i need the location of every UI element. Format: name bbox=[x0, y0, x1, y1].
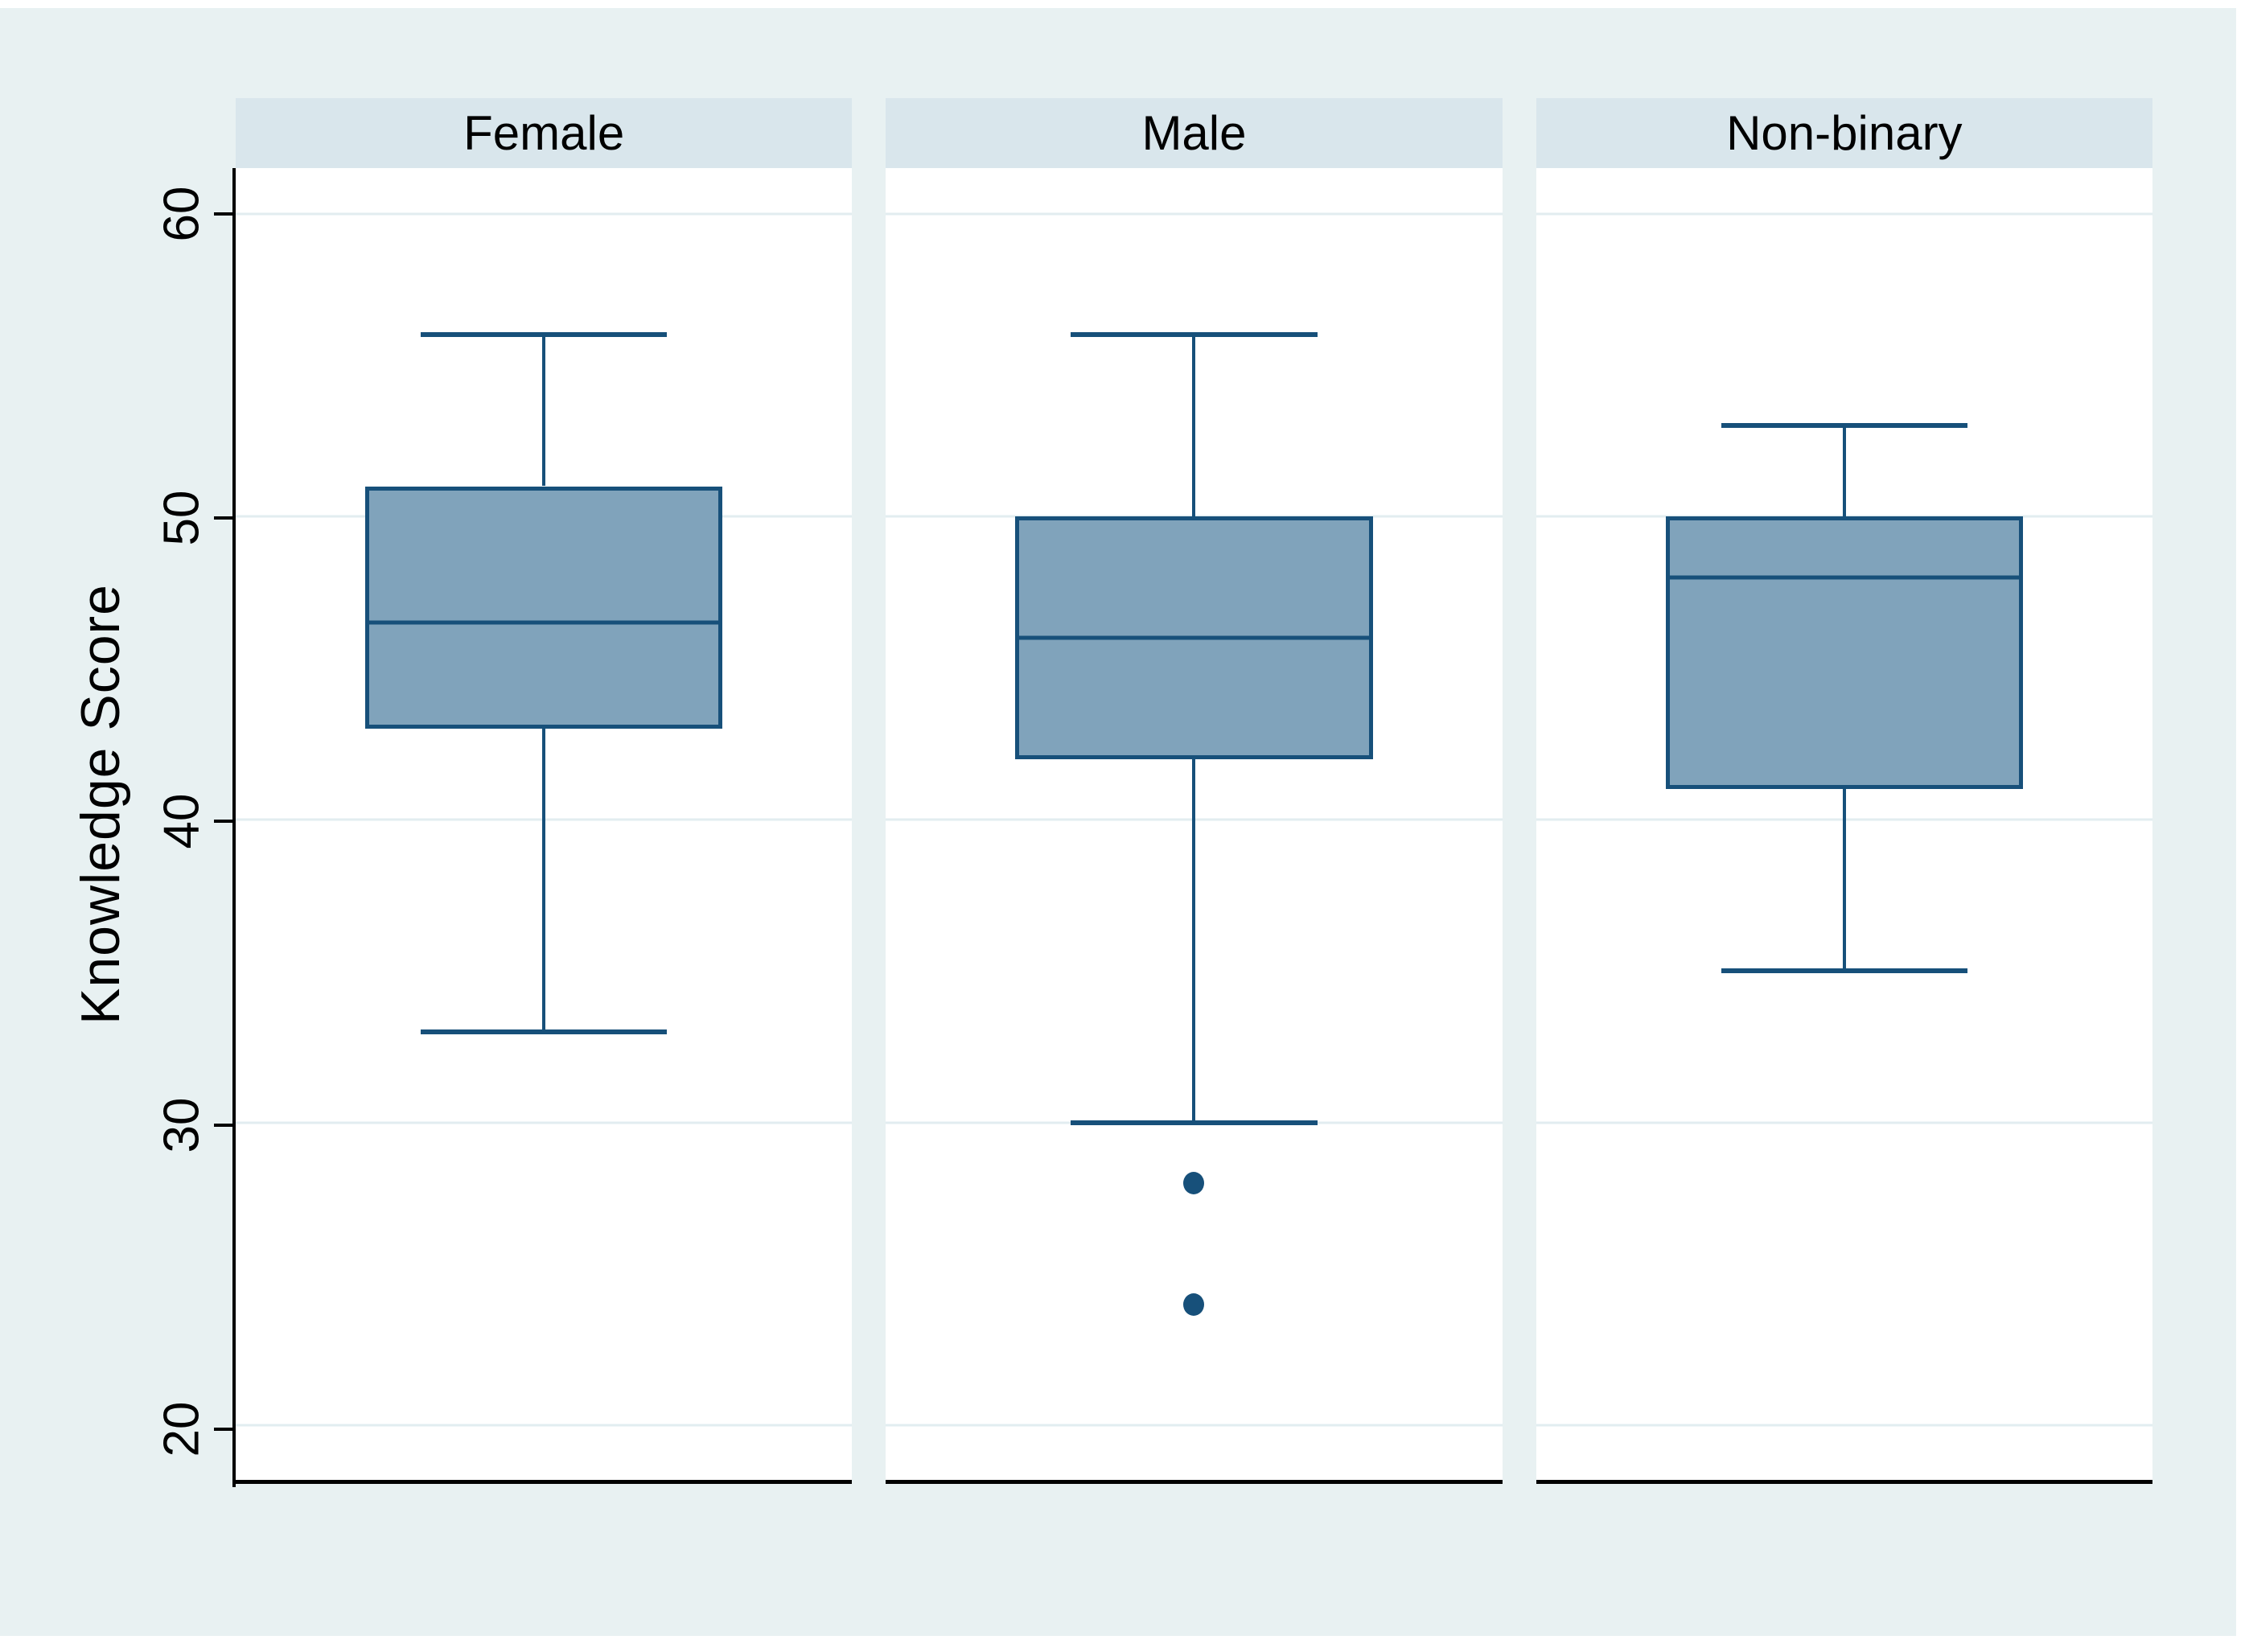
panel-header-male: Male bbox=[886, 98, 1503, 168]
iqr-box bbox=[364, 486, 723, 729]
upper-whisker-cap bbox=[1071, 332, 1318, 338]
y-tick-mark bbox=[214, 1124, 233, 1128]
gridline bbox=[236, 1424, 853, 1427]
gridline bbox=[1536, 1424, 2152, 1427]
upper-whisker-cap bbox=[420, 332, 668, 338]
y-tick-label: 40 bbox=[154, 793, 210, 849]
median-line bbox=[364, 620, 723, 625]
median-line bbox=[1015, 635, 1373, 640]
y-tick-label: 50 bbox=[154, 490, 210, 545]
lower-whisker-line bbox=[1192, 758, 1196, 1123]
y-tick-label: 60 bbox=[154, 186, 210, 242]
plot-area-male bbox=[886, 168, 1503, 1484]
panel-row: Female Male Non-binary bbox=[236, 98, 2152, 1484]
y-axis-line bbox=[232, 168, 236, 1487]
y-axis-ticks: 20 30 40 50 60 bbox=[0, 168, 235, 1484]
gridline bbox=[886, 212, 1503, 215]
y-tick-label: 20 bbox=[154, 1401, 210, 1457]
gridline bbox=[236, 212, 853, 215]
lower-whisker-line bbox=[1842, 789, 1846, 972]
upper-whisker-line bbox=[542, 335, 546, 487]
gridline bbox=[1536, 212, 2152, 215]
outlier-dot bbox=[1183, 1171, 1205, 1194]
lower-whisker-cap bbox=[420, 1029, 668, 1034]
lower-whisker-cap bbox=[1721, 968, 1968, 974]
y-tick-mark bbox=[214, 212, 233, 216]
panel-header-nonbinary: Non-binary bbox=[1536, 98, 2152, 168]
lower-whisker-line bbox=[542, 728, 546, 1032]
gridline bbox=[236, 1121, 853, 1124]
y-tick-mark bbox=[214, 1427, 233, 1431]
panel-male: Male bbox=[886, 98, 1503, 1484]
y-tick-label: 30 bbox=[154, 1097, 210, 1153]
gridline bbox=[886, 1424, 1503, 1427]
upper-whisker-line bbox=[1192, 335, 1196, 517]
outlier-dot bbox=[1183, 1292, 1205, 1316]
gridline bbox=[1536, 1121, 2152, 1124]
iqr-box bbox=[1665, 516, 2024, 790]
plot-area-female bbox=[236, 168, 853, 1484]
panel-nonbinary: Non-binary bbox=[1536, 98, 2152, 1484]
upper-whisker-line bbox=[1842, 425, 1846, 517]
panel-female: Female bbox=[236, 98, 853, 1484]
lower-whisker-cap bbox=[1071, 1120, 1318, 1125]
y-tick-mark bbox=[214, 820, 233, 824]
median-line bbox=[1665, 575, 2024, 579]
plot-area-nonbinary bbox=[1536, 168, 2152, 1484]
panel-header-female: Female bbox=[236, 98, 853, 168]
upper-whisker-cap bbox=[1721, 423, 1968, 429]
graph-background: Knowledge Score 20 30 40 50 60 Female Male N… bbox=[0, 8, 2236, 1636]
y-tick-mark bbox=[214, 516, 233, 520]
